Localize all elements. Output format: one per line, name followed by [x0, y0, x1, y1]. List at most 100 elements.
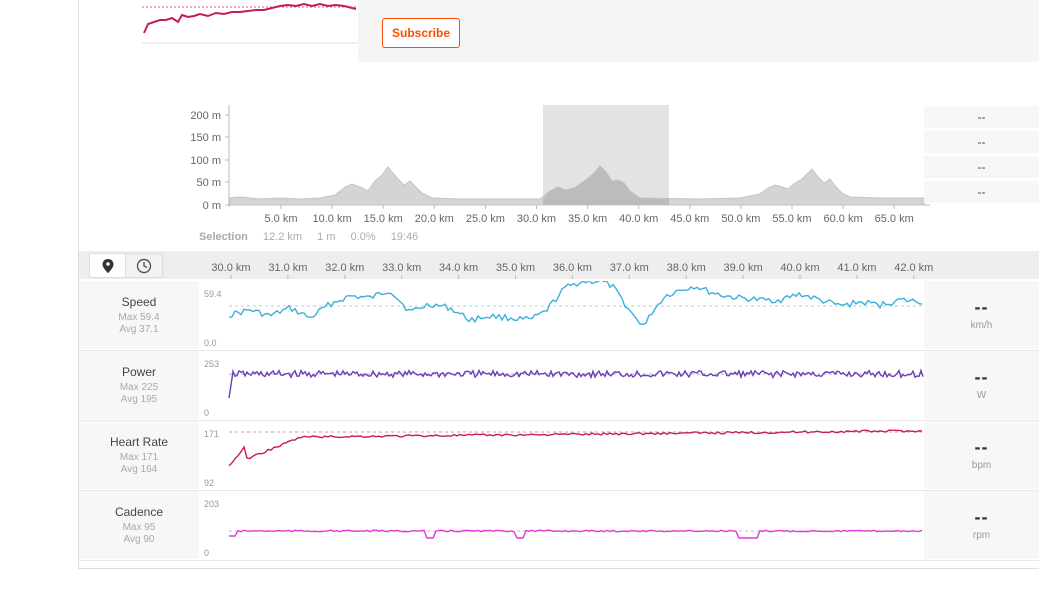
subscribe-button[interactable]: Subscribe — [382, 18, 460, 48]
stream-name: Cadence — [114, 505, 164, 519]
stream-avg: Avg 90 — [123, 534, 155, 545]
stream-max: Max 95 — [122, 522, 156, 533]
selection-time: 19:46 — [390, 231, 419, 243]
mini-chart-card — [142, 0, 358, 62]
stream-chart-speed[interactable]: 59.4 0.0 — [199, 281, 924, 349]
elevation-x-tick: 60.0 km — [824, 213, 863, 225]
stream-name: Power — [121, 365, 156, 379]
mini-heart-rate-chart — [142, 2, 358, 44]
stream-avg: Avg 195 — [120, 394, 158, 405]
selection-grade: 0.0% — [350, 231, 376, 243]
stream-toolbar: 30.0 km 31.0 km 32.0 km 33.0 km 34.0 km 35.0 … — [79, 251, 1039, 279]
stream-line — [228, 281, 923, 326]
selection-summary: Selection 12.2 km 1 m 0.0% 19:46 — [199, 231, 430, 243]
elevation-x-tick: 15.0 km — [364, 213, 403, 225]
stream-label-0: Speed Max 59.4 Avg 37.1 — [79, 281, 199, 349]
stream-axis-top: 253 — [204, 359, 219, 369]
map-marker-icon — [102, 258, 114, 273]
elevation-y-tick: 150 m — [190, 132, 221, 144]
elevation-y-tick: 0 m — [203, 200, 221, 212]
selected-profile-segment — [543, 166, 669, 205]
stream-line — [229, 529, 923, 539]
elevation-x-tick: 25.0 km — [466, 213, 505, 225]
timeline-tick: 42.0 km — [894, 262, 933, 274]
timeline-tick: 34.0 km — [439, 262, 478, 274]
distance-timeline: 30.0 km 31.0 km 32.0 km 33.0 km 34.0 km 35.0 … — [211, 262, 933, 279]
stream-unit: W — [976, 390, 987, 401]
row-separator — [79, 560, 1039, 561]
side-value-4: -- — [924, 181, 1039, 203]
timeline-tick: 32.0 km — [325, 262, 364, 274]
stream-avg: Avg 164 — [120, 464, 158, 475]
stream-label-2: Heart Rate Max 171 Avg 164 — [79, 421, 199, 489]
stream-axis-top: 171 — [204, 429, 219, 439]
stream-name: Speed — [121, 295, 157, 309]
elevation-x-tick: 40.0 km — [619, 213, 658, 225]
stream-label-3: Cadence Max 95 Avg 90 — [79, 491, 199, 559]
stream-current-value: -- — [974, 367, 989, 387]
stream-current-value: -- — [974, 437, 989, 457]
selection-distance: 12.2 km — [262, 231, 303, 243]
stream-unit: km/h — [970, 320, 993, 331]
stream-value-1: -- W — [924, 351, 1039, 419]
stream-axis-bottom: 92 — [204, 478, 214, 488]
timeline-tick: 31.0 km — [268, 262, 307, 274]
stream-name: Heart Rate — [109, 435, 169, 449]
time-toggle[interactable] — [125, 253, 163, 278]
elevation-x-tick: 35.0 km — [568, 213, 607, 225]
timeline-tick: 30.0 km — [211, 262, 250, 274]
stream-unit: bpm — [971, 460, 992, 471]
selection-label: Selection — [199, 231, 248, 243]
elevation-y-tick: 50 m — [197, 177, 221, 189]
elevation-x-tick: 30.0 km — [517, 213, 556, 225]
elevation-x-tick: 5.0 km — [264, 213, 297, 225]
stream-current-value: -- — [974, 297, 989, 317]
timeline-tick: 37.0 km — [610, 262, 649, 274]
row-separator — [79, 420, 1039, 421]
stream-value-0: -- km/h — [924, 281, 1039, 349]
timeline-tick: 36.0 km — [553, 262, 592, 274]
stream-axis-top: 59.4 — [204, 289, 222, 299]
row-separator — [79, 350, 1039, 351]
stream-current-value: -- — [974, 507, 989, 527]
timeline-tick: 41.0 km — [837, 262, 876, 274]
stream-line — [228, 429, 923, 467]
elevation-y-tick: 100 m — [190, 155, 221, 167]
side-value-3: -- — [924, 156, 1039, 178]
side-value-2: -- — [924, 131, 1039, 153]
elevation-x-tick: 20.0 km — [415, 213, 454, 225]
stream-value-3: -- rpm — [924, 491, 1039, 559]
elevation-y-tick: 200 m — [190, 110, 221, 122]
side-value-1: -- — [924, 106, 1039, 128]
stream-max: Max 59.4 — [118, 312, 160, 323]
timeline-tick: 40.0 km — [780, 262, 819, 274]
elevation-x-tick: 45.0 km — [670, 213, 709, 225]
stream-max: Max 171 — [119, 452, 159, 463]
stream-line — [228, 368, 924, 399]
elevation-x-tick: 10.0 km — [313, 213, 352, 225]
stream-unit: rpm — [972, 530, 991, 541]
elevation-x-tick: 65.0 km — [875, 213, 914, 225]
elevation-x-tick: 50.0 km — [721, 213, 760, 225]
clock-icon — [136, 258, 152, 273]
timeline-tick: 39.0 km — [724, 262, 763, 274]
stream-axis-bottom: 0 — [204, 408, 209, 418]
elevation-x-tick: 55.0 km — [772, 213, 811, 225]
activity-panel — [78, 0, 1039, 569]
stream-axis-bottom: 0 — [204, 548, 209, 558]
stream-avg: Avg 37.1 — [119, 324, 159, 335]
elevation-chart[interactable]: 200 m 150 m 100 m 50 m 0 m 5.0 km 10.0 km 15.0… — [0, 95, 1039, 230]
selection-elevation: 1 m — [317, 231, 336, 243]
stream-chart-heart-rate[interactable]: 171 92 — [199, 421, 924, 489]
row-separator — [79, 490, 1039, 491]
timeline-tick: 38.0 km — [667, 262, 706, 274]
stream-label-1: Power Max 225 Avg 195 — [79, 351, 199, 419]
timeline-tick: 35.0 km — [496, 262, 535, 274]
stream-axis-top: 203 — [204, 499, 219, 509]
stream-value-2: -- bpm — [924, 421, 1039, 489]
map-marker-toggle[interactable] — [89, 253, 127, 278]
stream-max: Max 225 — [119, 382, 159, 393]
stream-chart-power[interactable]: 253 0 — [199, 351, 924, 419]
stream-axis-bottom: 0.0 — [204, 338, 217, 348]
